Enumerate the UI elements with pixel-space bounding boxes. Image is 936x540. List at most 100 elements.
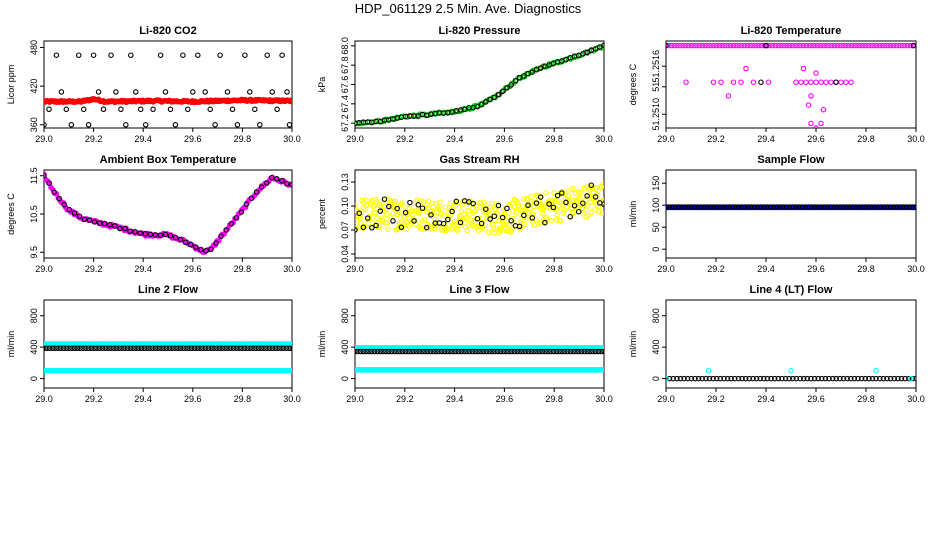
data-point (81, 216, 88, 223)
plot-frame (354, 299, 605, 389)
data-point (264, 52, 270, 58)
data-point (806, 42, 813, 49)
data-point (248, 195, 255, 202)
data-point (710, 375, 716, 382)
x-tick-label: 29.6 (184, 394, 202, 404)
data-point (865, 42, 871, 49)
data-point (162, 231, 169, 238)
data-point (461, 348, 467, 355)
data-point (261, 345, 267, 352)
data-point (44, 345, 47, 352)
data-point (107, 221, 113, 228)
data-point (728, 375, 734, 382)
data-point (837, 42, 843, 49)
data-point (258, 184, 265, 190)
data-point (736, 42, 742, 49)
data-point (470, 200, 476, 207)
data-point (130, 345, 136, 352)
data-point (573, 348, 579, 355)
data-point (202, 89, 208, 95)
data-point (414, 197, 421, 203)
series-red (44, 95, 292, 106)
data-point (163, 345, 170, 352)
y-tick-label: 10.5 (29, 205, 39, 223)
plot-frame (354, 40, 605, 129)
y-axis-label: ml/min (628, 201, 638, 228)
y-tick-label: 67.8 (340, 56, 350, 74)
data-point (666, 204, 672, 210)
data-point (692, 375, 698, 382)
data-point (198, 246, 204, 253)
data-point (873, 42, 880, 49)
data-point (834, 42, 841, 49)
data-point (694, 204, 701, 210)
data-point (392, 198, 399, 205)
data-point (571, 202, 578, 209)
data-point (818, 79, 824, 85)
y-tick-label: 100 (651, 198, 661, 213)
data-point (263, 180, 270, 186)
data-point (598, 348, 604, 355)
data-point (601, 367, 604, 373)
data-point (466, 348, 473, 355)
series-black (44, 52, 292, 128)
data-point (68, 122, 75, 128)
data-point (49, 345, 56, 352)
data-point (100, 106, 107, 113)
data-point (792, 204, 799, 210)
data-point (411, 348, 417, 355)
data-point (85, 122, 92, 128)
data-point (358, 220, 364, 227)
data-point (85, 345, 92, 352)
data-point (876, 42, 883, 49)
data-point (881, 204, 888, 210)
data-point (554, 206, 561, 213)
data-point (859, 204, 865, 210)
data-point (721, 375, 727, 382)
data-point (750, 375, 756, 382)
panel-title: Gas Stream RH (439, 154, 519, 166)
data-point (688, 42, 695, 49)
data-point (355, 348, 361, 355)
data-point (843, 79, 849, 85)
data-point (269, 174, 275, 181)
data-point (846, 204, 853, 210)
data-point (133, 345, 139, 352)
data-point (57, 345, 64, 352)
data-point (601, 42, 604, 49)
data-point (707, 204, 714, 210)
data-point (119, 345, 125, 352)
x-tick-label: 29.8 (857, 134, 875, 144)
data-point (225, 345, 231, 352)
series-yellow (355, 181, 604, 236)
data-point (699, 375, 705, 382)
data-point (725, 42, 731, 49)
data-point (149, 345, 156, 352)
x-tick-label: 29.0 (35, 264, 53, 274)
series-black (44, 345, 292, 352)
data-point (203, 248, 209, 254)
data-point (837, 375, 843, 382)
data-point (837, 204, 843, 210)
y-axis-label: degrees C (6, 193, 16, 235)
data-point (113, 345, 120, 352)
data-point (241, 345, 248, 352)
data-point (374, 348, 381, 355)
data-point (831, 42, 838, 49)
data-point (674, 42, 680, 49)
data-point (758, 204, 764, 210)
data-point (761, 42, 768, 49)
data-point (464, 348, 470, 355)
data-point (247, 89, 253, 95)
data-point (685, 204, 691, 210)
data-point (533, 200, 540, 206)
data-point (441, 212, 447, 219)
data-point (578, 190, 585, 196)
data-point (813, 70, 819, 76)
y-axis-label: ml/min (317, 331, 327, 358)
x-tick-label: 29.2 (396, 264, 414, 274)
data-point (751, 204, 758, 210)
data-point (826, 42, 832, 49)
data-point (778, 42, 784, 49)
data-point (576, 189, 583, 196)
